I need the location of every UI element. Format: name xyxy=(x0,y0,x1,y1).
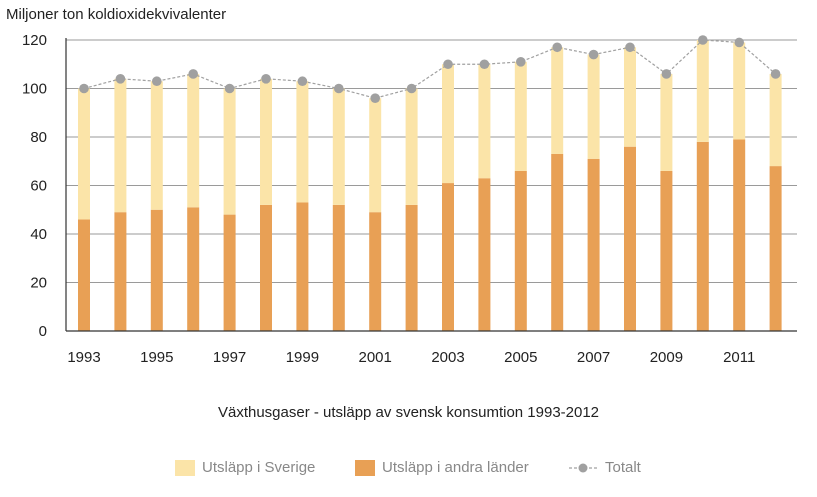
totalt-point-2005 xyxy=(516,57,526,67)
bar-andra-lander-2005 xyxy=(514,170,527,331)
totalt-point-2010 xyxy=(698,35,708,45)
totalt-point-2012 xyxy=(770,69,781,79)
bar-sverige-2006 xyxy=(551,47,564,154)
totalt-point-1994 xyxy=(115,74,126,84)
bar-andra-lander-1999 xyxy=(296,202,309,331)
bar-andra-lander-1996 xyxy=(187,207,200,331)
bar-sverige-2003 xyxy=(442,64,454,184)
totalt-point-1997 xyxy=(224,83,235,94)
bar-andra-lander-2006 xyxy=(551,153,564,331)
bar-andra-lander-2008 xyxy=(624,146,636,331)
x-tick-label: 2007 xyxy=(577,349,610,366)
bar-andra-lander-2001 xyxy=(369,212,382,331)
bar-andra-lander-1993 xyxy=(78,219,90,331)
totalt-point-2004 xyxy=(479,59,490,70)
totalt-point-2011 xyxy=(734,37,744,48)
legend-swatch-sverige xyxy=(175,459,195,476)
bar-andra-lander-2000 xyxy=(332,204,345,331)
totalt-point-2002 xyxy=(406,83,417,94)
legend-item-totalt: Totalt xyxy=(567,459,641,476)
legend-item-sverige: Utsläpp i Sverige xyxy=(175,459,315,476)
bar-sverige-2008 xyxy=(624,47,636,147)
bar-andra-lander-1995 xyxy=(150,209,163,331)
totalt-point-2008 xyxy=(625,42,635,53)
bar-sverige-2011 xyxy=(733,42,746,140)
bar-andra-lander-2011 xyxy=(733,139,746,331)
legend-swatch-andra-lander xyxy=(355,459,375,476)
axes: 0 20 40 60 80 100 120 1993 1995 1997 1999 2001 2003 2… xyxy=(22,32,797,366)
bar-andra-lander-2012 xyxy=(769,166,782,331)
legend-item-andra-lander: Utsläpp i andra länder xyxy=(355,459,529,476)
bar-sverige-2002 xyxy=(405,88,418,205)
totalt-point-2001 xyxy=(370,93,381,103)
bar-sverige-1998 xyxy=(260,78,272,205)
x-tick-label: 1997 xyxy=(213,349,246,366)
legend: Utsläpp i Sverige Utsläpp i andra länder… xyxy=(0,459,817,481)
totalt-point-2000 xyxy=(334,83,344,94)
bar-sverige-2012 xyxy=(769,73,782,167)
totalt-point-2009 xyxy=(661,69,672,79)
bar-andra-lander-2003 xyxy=(442,183,454,331)
x-tick-label: 2001 xyxy=(359,349,392,366)
bar-sverige-1997 xyxy=(223,88,236,215)
totalt-point-1999 xyxy=(297,76,308,87)
y-tick-label: 40 xyxy=(30,226,47,243)
legend-line-key-totalt xyxy=(567,460,599,476)
bar-sverige-1993 xyxy=(78,88,90,220)
y-tick-label: 80 xyxy=(30,129,47,146)
bar-andra-lander-1997 xyxy=(223,214,236,331)
bar-sverige-1999 xyxy=(296,81,309,203)
stacked-bar-chart: 0 20 40 60 80 100 120 1993 1995 1997 1999 2001 2003 2… xyxy=(22,32,797,366)
y-tick-label: 20 xyxy=(30,275,47,292)
y-tick-label: 100 xyxy=(22,81,47,98)
bar-sverige-1995 xyxy=(150,81,163,210)
legend-label-sverige: Utsläpp i Sverige xyxy=(202,459,316,476)
totalt-point-2003 xyxy=(443,59,453,70)
bar-sverige-2007 xyxy=(587,54,600,159)
bar-andra-lander-2007 xyxy=(587,158,600,331)
gridlines xyxy=(66,39,797,283)
y-tick-label: 0 xyxy=(39,323,47,340)
bar-sverige-1994 xyxy=(114,78,127,213)
bar-sverige-1996 xyxy=(187,73,200,208)
legend-label-andra-lander: Utsläpp i andra länder xyxy=(382,459,529,476)
bar-andra-lander-2002 xyxy=(405,204,418,331)
y-tick-label: 60 xyxy=(30,178,47,195)
bar-sverige-2004 xyxy=(478,64,491,179)
x-tick-label: 1995 xyxy=(140,349,173,366)
totalt-point-2006 xyxy=(552,42,562,53)
bar-andra-lander-2010 xyxy=(696,141,709,331)
bar-andra-lander-1998 xyxy=(260,204,272,331)
total-line xyxy=(79,35,781,103)
x-tick-label: 1999 xyxy=(286,349,319,366)
chart-caption: Växthusgaser - utsläpp av svensk konsumt… xyxy=(217,404,600,421)
totalt-point-1996 xyxy=(188,69,198,79)
x-tick-label: 2003 xyxy=(431,349,464,366)
x-tick-label: 1993 xyxy=(67,349,100,366)
x-tick-label: 2011 xyxy=(723,349,755,366)
totalt-point-1995 xyxy=(152,76,162,87)
bars xyxy=(78,40,782,331)
y-tick-label: 120 xyxy=(22,32,47,49)
totalt-line xyxy=(83,39,776,99)
bar-andra-lander-1994 xyxy=(114,212,127,331)
bar-sverige-2009 xyxy=(660,73,673,171)
bar-sverige-2005 xyxy=(514,61,527,171)
legend-label-totalt: Totalt xyxy=(605,459,641,476)
y-axis-unit-label: Miljoner ton koldioxidekvivalenter xyxy=(6,6,227,23)
x-tick-label: 2009 xyxy=(650,349,683,366)
bar-andra-lander-2004 xyxy=(478,178,491,331)
bar-sverige-2001 xyxy=(369,98,382,213)
bar-andra-lander-2009 xyxy=(660,170,673,331)
x-tick-label: 2005 xyxy=(504,349,537,366)
bar-sverige-2000 xyxy=(332,88,345,205)
bar-sverige-2010 xyxy=(696,40,709,142)
totalt-point-1998 xyxy=(261,74,271,84)
totalt-point-2007 xyxy=(588,49,599,60)
totalt-point-1993 xyxy=(79,83,89,94)
